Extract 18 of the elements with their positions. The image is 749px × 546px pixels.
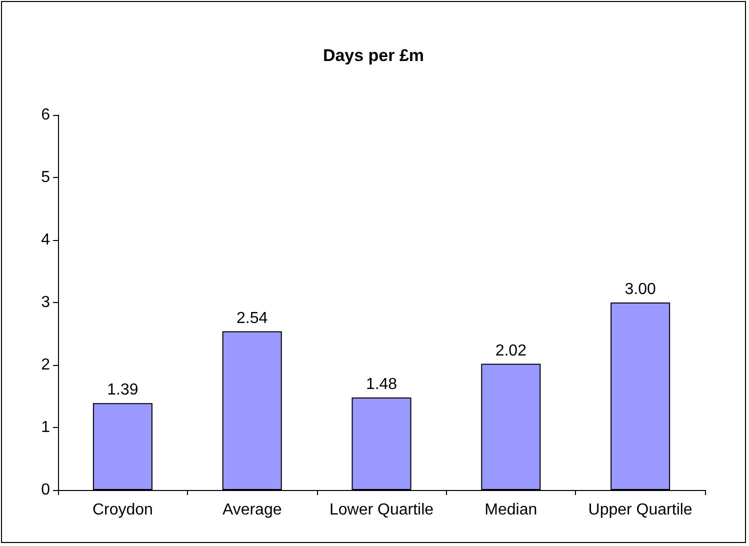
y-tick-label: 3 xyxy=(41,294,50,311)
x-tick-label: Median xyxy=(484,502,538,518)
y-tick-label: 4 xyxy=(41,232,50,248)
x-tick-label: Upper Quartile xyxy=(588,502,692,518)
y-tick-label: 5 xyxy=(41,169,50,186)
data-label: 3.00 xyxy=(624,281,656,298)
data-label: 2.54 xyxy=(236,310,268,327)
x-tick-label: Average xyxy=(222,502,282,518)
y-tick-label: 6 xyxy=(41,106,50,124)
y-tick-label: 2 xyxy=(41,356,50,374)
y-tick-label: 1 xyxy=(41,419,50,436)
y-tick-label: 0 xyxy=(41,482,50,498)
data-label: 1.39 xyxy=(107,382,138,399)
x-tick-label: Lower Quartile xyxy=(329,502,434,518)
chart-title: Days per £m xyxy=(322,46,424,65)
data-label: 2.02 xyxy=(495,342,527,360)
x-tick-label: Croydon xyxy=(92,502,153,518)
data-label: 1.48 xyxy=(366,376,398,393)
